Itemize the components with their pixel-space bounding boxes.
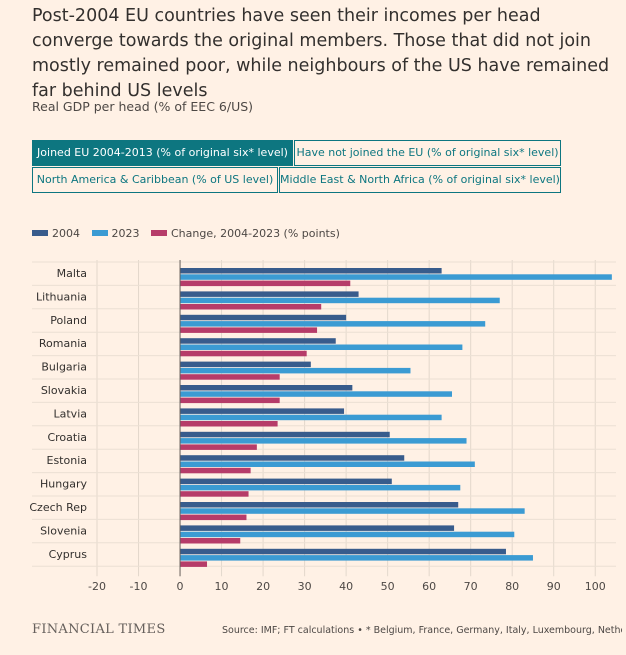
chart-legend: 2004 2023 Change, 2004-2023 (% points) <box>32 226 348 240</box>
tab-not-joined-eu[interactable]: Have not joined the EU (% of original si… <box>294 140 561 166</box>
bar-2023 <box>180 414 442 421</box>
bar-2023 <box>180 297 500 304</box>
tab-middle-east[interactable]: Middle East & North Africa (% of origina… <box>279 167 561 193</box>
bar-2004 <box>180 478 392 485</box>
legend-label-2004: 2004 <box>52 226 80 240</box>
x-tick-label: 90 <box>547 580 561 593</box>
x-tick-label: 70 <box>464 580 478 593</box>
bar-change <box>180 538 241 544</box>
bar-2023 <box>180 438 467 444</box>
bar-change <box>180 280 351 287</box>
bar-change <box>180 350 307 357</box>
category-label: Slovenia <box>40 524 87 537</box>
bar-change <box>180 304 322 310</box>
legend-label-2023: 2023 <box>111 226 140 240</box>
bar-2023 <box>180 274 612 280</box>
legend-swatch-change <box>151 230 167 236</box>
bar-2004 <box>180 408 345 414</box>
bar-2004 <box>180 338 336 344</box>
category-label: Hungary <box>40 478 87 491</box>
x-tick-label: 60 <box>422 580 436 593</box>
bar-change <box>180 514 247 521</box>
legend-swatch-2004 <box>32 230 48 236</box>
bar-2023 <box>180 508 525 514</box>
ft-logo: FINANCIAL TIMES <box>32 622 166 637</box>
bar-2023 <box>180 531 515 538</box>
legend-item-change: Change, 2004-2023 (% points) <box>151 227 340 240</box>
category-label: Lithuania <box>36 290 87 303</box>
x-tick-label: -10 <box>130 580 148 593</box>
x-tick-label: 50 <box>381 580 395 593</box>
category-label: Croatia <box>47 431 87 444</box>
bar-change <box>180 327 318 333</box>
x-tick-label: 100 <box>585 580 606 593</box>
category-label: Latvia <box>54 407 88 420</box>
x-tick-label: -20 <box>88 580 106 593</box>
bar-change <box>180 374 280 380</box>
category-label: Malta <box>57 267 87 280</box>
legend-label-change: Change, 2004-2023 (% points) <box>171 226 340 240</box>
bar-2004 <box>180 525 455 531</box>
category-label: Poland <box>50 314 87 327</box>
x-tick-label: 10 <box>215 580 229 593</box>
x-tick-label: 20 <box>256 580 270 593</box>
bar-change <box>180 421 278 427</box>
category-label: Slovakia <box>41 384 87 397</box>
bar-change <box>180 491 249 497</box>
bar-2004 <box>180 548 506 555</box>
bar-2004 <box>180 431 390 438</box>
bar-change <box>180 467 251 474</box>
bar-change <box>180 397 280 404</box>
bar-2004 <box>180 455 405 461</box>
bar-2023 <box>180 391 452 397</box>
x-tick-label: 0 <box>177 580 184 593</box>
bar-2023 <box>180 555 533 561</box>
bar-2023 <box>180 367 411 374</box>
bar-2004 <box>180 268 442 274</box>
bar-change <box>180 561 208 567</box>
category-label: Estonia <box>47 454 88 467</box>
bar-2004 <box>180 291 359 297</box>
bar-2023 <box>180 321 486 327</box>
category-label: Czech Rep <box>29 501 87 514</box>
bar-2023 <box>180 484 461 491</box>
x-tick-label: 80 <box>505 580 519 593</box>
chart-title: Post-2004 EU countries have seen their i… <box>32 6 610 101</box>
bar-2004 <box>180 502 459 508</box>
x-tick-label: 30 <box>298 580 312 593</box>
bar-change <box>180 444 257 450</box>
category-label: Romania <box>39 337 87 350</box>
legend-item-2023: 2023 <box>91 226 140 240</box>
legend-item-2004: 2004 <box>32 227 80 240</box>
category-label: Bulgaria <box>41 361 87 374</box>
tab-joined-eu[interactable]: Joined EU 2004-2013 (% of original six* … <box>32 140 293 166</box>
tab-north-america[interactable]: North America & Caribbean (% of US level… <box>32 167 278 193</box>
chart-subtitle: Real GDP per head (% of EEC 6/US) <box>32 99 254 114</box>
bar-2004 <box>180 314 347 321</box>
bar-2023 <box>180 461 475 467</box>
bar-2023 <box>180 344 463 350</box>
legend-swatch-2023 <box>91 230 108 236</box>
bar-2004 <box>180 385 353 391</box>
category-label: Cyprus <box>49 548 88 561</box>
source-note: Source: IMF; FT calculations • * Belgium… <box>222 625 622 636</box>
x-tick-label: 40 <box>339 580 353 593</box>
bar-2004 <box>180 361 311 368</box>
